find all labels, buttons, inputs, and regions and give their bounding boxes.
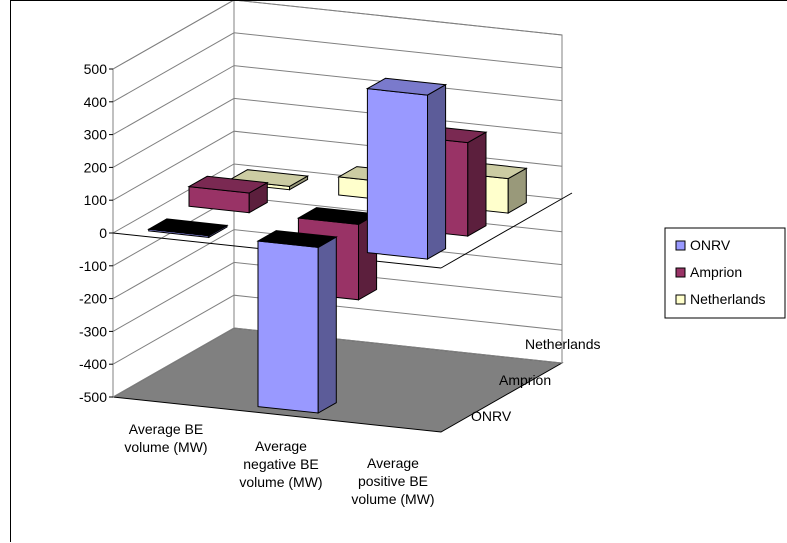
legend-label: Amprion — [690, 264, 742, 280]
bar-top-face — [256, 230, 338, 248]
category-label-line: Average BE — [129, 421, 203, 437]
gridline — [112, 32, 563, 103]
legend: ONRV Amprion Netherlands — [664, 227, 786, 319]
bar-top-face — [227, 169, 310, 187]
gridline — [112, 1, 563, 70]
category-label-line: Average — [367, 455, 419, 471]
bar-top-face — [147, 218, 229, 237]
y-tick-label: -500 — [79, 389, 107, 405]
bar-side-face — [317, 236, 337, 414]
legend-label: ONRV — [690, 237, 731, 253]
bar-onrv-1 — [256, 230, 338, 414]
y-tick-label: 400 — [84, 94, 108, 110]
gridline — [112, 229, 563, 300]
category-label: Average positive BE volume (MW) — [351, 455, 434, 507]
chart-frame: 500 400 300 200 100 0 -100 -200 -300 -400 -500 Ave… — [10, 0, 787, 542]
y-tick-label: 100 — [84, 192, 108, 208]
bar-front-face — [366, 88, 428, 260]
bar-top-face — [187, 175, 269, 194]
gridline — [112, 261, 563, 332]
legend-swatch — [675, 240, 686, 251]
y-tick-label: -300 — [79, 323, 107, 339]
depth-label: Amprion — [499, 372, 551, 388]
depth-label: Netherlands — [525, 336, 601, 352]
category-label-line: negative BE — [243, 456, 319, 472]
y-tick-label: 300 — [84, 127, 108, 143]
bar-amprion-0 — [187, 175, 269, 214]
bar-front-face — [257, 240, 319, 414]
y-axis-tick-labels: 500 400 300 200 100 0 -100 -200 -300 -400 -500 — [79, 61, 113, 405]
bar-side-face — [427, 83, 447, 260]
depth-label: ONRV — [471, 408, 512, 424]
category-label-line: Average — [255, 438, 307, 454]
y-tick-label: 500 — [84, 61, 108, 77]
category-label-line: volume (MW) — [351, 491, 434, 507]
category-label-line: volume (MW) — [124, 439, 207, 455]
category-label-line: positive BE — [358, 473, 428, 489]
zero-depth-line — [440, 192, 573, 269]
gridline — [112, 294, 563, 365]
x-axis-category-labels: Average BE volume (MW) Average negative BE v… — [124, 421, 434, 507]
bars — [147, 77, 528, 414]
legend-label: Netherlands — [690, 291, 766, 307]
depth-axis-labels: ONRV Amprion Netherlands — [471, 336, 601, 424]
legend-swatch — [675, 267, 686, 278]
y-tick-label: -100 — [79, 258, 107, 274]
category-label: Average negative BE volume (MW) — [239, 438, 322, 490]
bar-onrv-2 — [365, 77, 448, 260]
category-label: Average BE volume (MW) — [124, 421, 207, 455]
gridline — [112, 327, 563, 398]
bar-top-face — [365, 77, 448, 96]
category-label-line: volume (MW) — [239, 474, 322, 490]
bar-side-face — [467, 131, 487, 237]
bar-onrv-0 — [147, 218, 229, 239]
y-tick-label: 0 — [99, 225, 107, 241]
bar-chart-3d: 500 400 300 200 100 0 -100 -200 -300 -400 -500 Ave… — [79, 1, 786, 507]
gridline — [112, 65, 563, 136]
y-tick-label: 200 — [84, 159, 108, 175]
y-tick-label: -200 — [79, 291, 107, 307]
y-tick-label: -400 — [79, 356, 107, 372]
legend-swatch — [675, 294, 686, 305]
gridline — [112, 97, 563, 168]
